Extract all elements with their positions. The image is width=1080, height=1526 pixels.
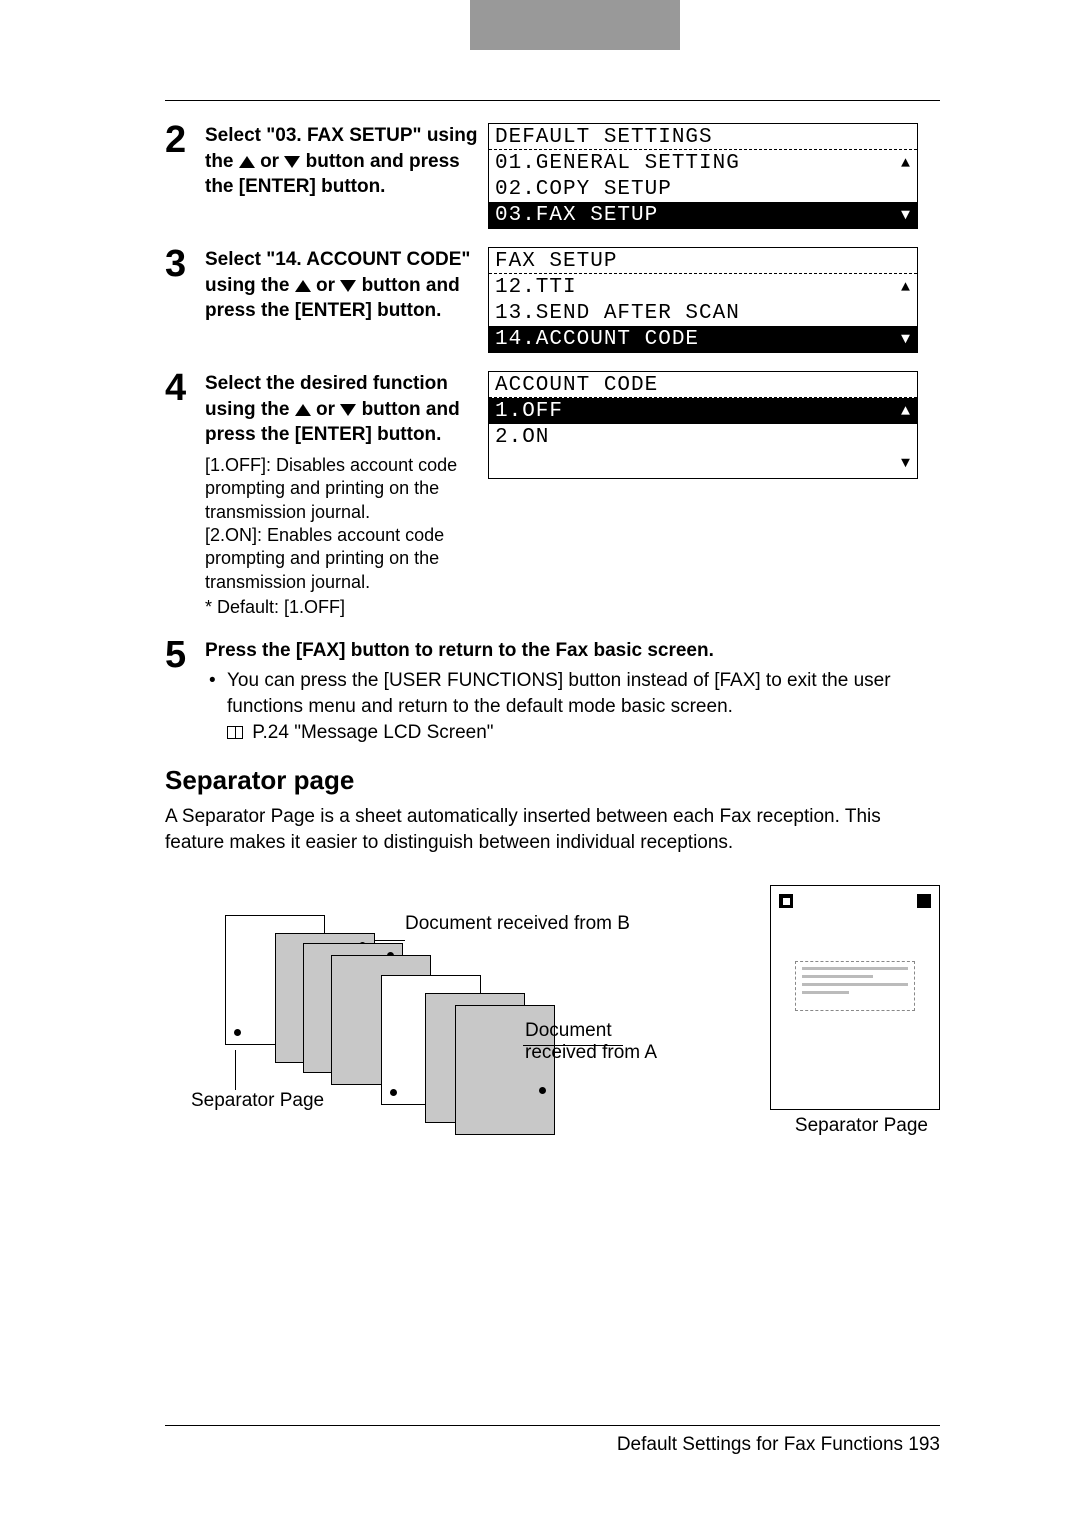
lcd-text: 13.SEND AFTER SCAN [495, 302, 740, 325]
down-arrow-icon: ▼ [901, 207, 911, 224]
step-2-text: Select "03. FAX SETUP" using the or butt… [205, 123, 480, 229]
up-arrow-icon: ▲ [901, 155, 911, 172]
lcd-row: 12.TTI ▲ [489, 274, 917, 300]
footer-rule [165, 1425, 940, 1426]
up-arrow-icon: ▲ [901, 279, 911, 296]
page-footer: Default Settings for Fax Functions 193 [165, 1425, 940, 1456]
down-arrow-icon [284, 156, 300, 168]
leader-line [375, 940, 405, 941]
leader-line [235, 1050, 236, 1090]
label-doc-b: Document received from B [405, 913, 630, 935]
t: or [260, 151, 284, 172]
lcd-row: 2.ON [489, 424, 917, 450]
lcd-text: 2.ON [495, 426, 549, 449]
footer-text: Default Settings for Fax Functions 193 [165, 1434, 940, 1456]
lcd-screen-4: ACCOUNT CODE 1.OFF ▲ 2.ON ▼ [488, 371, 918, 479]
step-5: 5 Press the [FAX] button to return to th… [165, 638, 940, 746]
lcd-row: 01.GENERAL SETTING ▲ [489, 150, 917, 176]
label-doc-a: Document received from A [525, 1020, 685, 1064]
t: or [316, 275, 340, 296]
bullet-list: You can press the [USER FUNCTIONS] butto… [205, 668, 940, 745]
t: or [316, 399, 340, 420]
down-arrow-icon: ▼ [901, 331, 911, 348]
lcd-row-selected: 1.OFF ▲ [489, 398, 917, 424]
bullet-item: You can press the [USER FUNCTIONS] butto… [227, 668, 940, 745]
lcd-title: ACCOUNT CODE [489, 372, 917, 398]
lcd-title: DEFAULT SETTINGS [489, 124, 917, 150]
corner-mark-icon [917, 894, 931, 908]
up-arrow-icon [295, 280, 311, 292]
lcd-text: 1.OFF [495, 400, 563, 423]
preview-text-block [795, 961, 915, 1011]
step-number: 3 [165, 245, 205, 353]
section-desc: A Separator Page is a sheet automaticall… [165, 804, 940, 855]
default-note: * Default: [1.OFF] [205, 596, 480, 619]
up-arrow-icon [295, 404, 311, 416]
step-3-text: Select "14. ACCOUNT CODE" using the or b… [205, 247, 480, 353]
step-number: 5 [165, 636, 205, 746]
down-arrow-icon: ▼ [901, 455, 911, 472]
lcd-text: 03.FAX SETUP [495, 204, 658, 227]
step-number: 2 [165, 121, 205, 229]
sub1: [1.OFF]: Disables account code prompting… [205, 454, 480, 524]
step-3: 3 Select "14. ACCOUNT CODE" using the or… [165, 247, 940, 353]
lcd-row: 02.COPY SETUP [489, 176, 917, 202]
down-arrow-icon [340, 404, 356, 416]
step-number: 4 [165, 369, 205, 620]
section-title: Separator page [165, 765, 940, 796]
lcd-title: FAX SETUP [489, 248, 917, 274]
bullet-text: You can press the [USER FUNCTIONS] butto… [227, 670, 891, 717]
lcd-text: 01.GENERAL SETTING [495, 152, 740, 175]
label-separator-2: Separator Page [795, 1115, 928, 1137]
corner-mark-icon [779, 894, 793, 908]
lcd-text: 02.COPY SETUP [495, 178, 672, 201]
label-separator: Separator Page [191, 1090, 324, 1112]
step-4-sub: [1.OFF]: Disables account code prompting… [205, 454, 480, 620]
page-content: 2 Select "03. FAX SETUP" using the or bu… [165, 100, 940, 1155]
lcd-row: 13.SEND AFTER SCAN [489, 300, 917, 326]
separator-page-preview [770, 885, 940, 1110]
step-2: 2 Select "03. FAX SETUP" using the or bu… [165, 123, 940, 229]
lcd-text: 14.ACCOUNT CODE [495, 328, 699, 351]
lcd-text: 12.TTI [495, 276, 577, 299]
book-icon [227, 726, 243, 739]
up-arrow-icon: ▲ [901, 403, 911, 420]
down-arrow-icon [340, 280, 356, 292]
up-arrow-icon [239, 156, 255, 168]
lcd-screen-2: DEFAULT SETTINGS 01.GENERAL SETTING ▲ 02… [488, 123, 918, 229]
lcd-row-selected: 14.ACCOUNT CODE ▼ [489, 326, 917, 352]
step-4-text: Select the desired function using the or… [205, 371, 480, 620]
step-4: 4 Select the desired function using the … [165, 371, 940, 620]
top-rule [165, 100, 940, 101]
separator-diagram: Document received from B Document receiv… [165, 885, 940, 1155]
lcd-row: ▼ [489, 450, 917, 476]
lcd-row-selected: 03.FAX SETUP ▼ [489, 202, 917, 228]
ref-text: P.24 "Message LCD Screen" [247, 722, 494, 743]
sub2: [2.ON]: Enables account code prompting a… [205, 524, 480, 594]
lcd-screen-3: FAX SETUP 12.TTI ▲ 13.SEND AFTER SCAN 14… [488, 247, 918, 353]
header-gray-block [470, 0, 680, 50]
step-5-text: Press the [FAX] button to return to the … [205, 638, 940, 746]
step-5-heading: Press the [FAX] button to return to the … [205, 640, 714, 661]
